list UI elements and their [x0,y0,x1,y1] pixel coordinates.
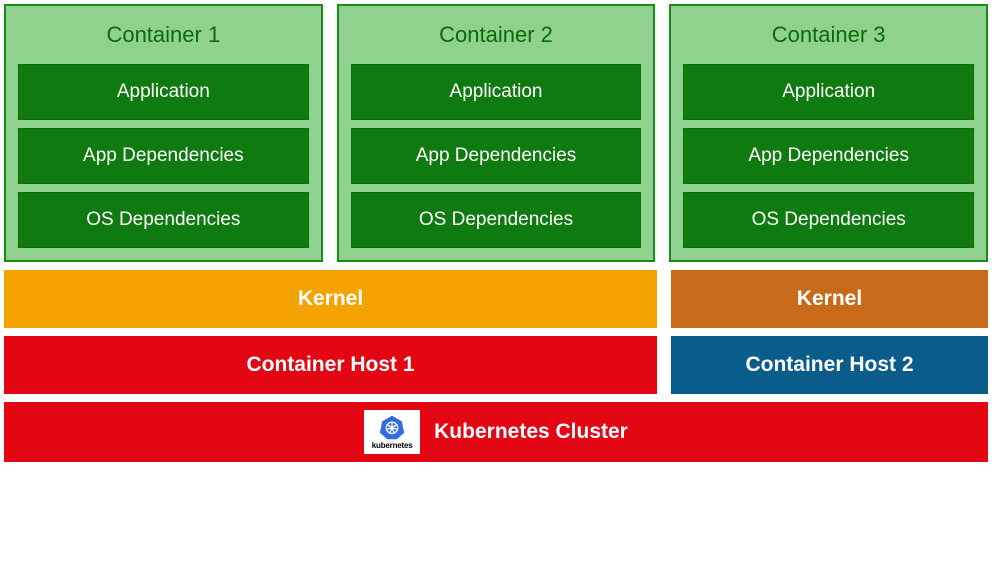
infra-row: Kernel Container Host 1 Kernel Container… [4,270,988,394]
container-2-layer-app-deps: App Dependencies [351,128,642,184]
kubernetes-icon [379,414,405,440]
container-3-layer-application: Application [683,64,974,120]
container-3-layer-os-deps: OS Dependencies [683,192,974,248]
container-1-title: Container 1 [18,16,309,56]
container-2: Container 2 Application App Dependencies… [337,4,656,262]
infra-left: Kernel Container Host 1 [4,270,657,394]
container-host-1: Container Host 1 [4,336,657,394]
container-host-2: Container Host 2 [671,336,988,394]
container-3-layer-app-deps: App Dependencies [683,128,974,184]
container-2-layer-os-deps: OS Dependencies [351,192,642,248]
infra-right: Kernel Container Host 2 [671,270,988,394]
kubernetes-cluster-label: Kubernetes Cluster [434,420,628,444]
kubernetes-badge: kubernetes [364,410,420,454]
container-1-layer-application: Application [18,64,309,120]
container-1-layer-os-deps: OS Dependencies [18,192,309,248]
kernel-2: Kernel [671,270,988,328]
architecture-diagram: Container 1 Application App Dependencies… [4,4,988,462]
containers-row: Container 1 Application App Dependencies… [4,4,988,262]
container-2-layer-application: Application [351,64,642,120]
kubernetes-badge-label: kubernetes [372,441,413,450]
kernel-1: Kernel [4,270,657,328]
container-1-layer-app-deps: App Dependencies [18,128,309,184]
container-2-title: Container 2 [351,16,642,56]
container-3-title: Container 3 [683,16,974,56]
container-3: Container 3 Application App Dependencies… [669,4,988,262]
container-1: Container 1 Application App Dependencies… [4,4,323,262]
kubernetes-cluster-bar: kubernetes Kubernetes Cluster [4,402,988,462]
